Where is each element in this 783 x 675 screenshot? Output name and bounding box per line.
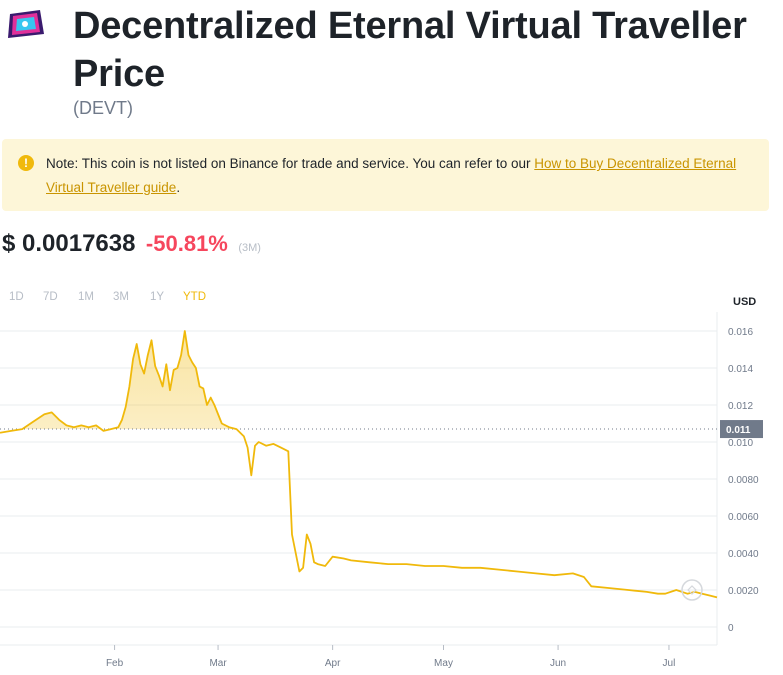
- page-title: Decentralized Eternal Virtual Traveller …: [73, 5, 747, 95]
- notice-end: .: [176, 180, 181, 195]
- price-area-fill: [22, 331, 237, 430]
- y-tick-label: 0.012: [728, 401, 753, 412]
- y-tick-label: 0.0060: [728, 512, 759, 523]
- notice-banner: ! Note: This coin is not listed on Binan…: [2, 139, 769, 211]
- range-1y[interactable]: 1Y: [150, 291, 165, 303]
- y-tick-label: 0: [728, 623, 734, 634]
- y-tick-label: 0.0080: [728, 475, 759, 486]
- how-to-buy-link[interactable]: How to Buy Decentralized Eternal Virtual…: [46, 156, 737, 195]
- coin-symbol: (DEVT): [73, 98, 133, 118]
- current-price-label: 0.011: [726, 425, 751, 436]
- x-tick-label: Mar: [209, 658, 227, 669]
- range-ytd[interactable]: YTD: [183, 291, 206, 303]
- range-3m[interactable]: 3M: [113, 291, 129, 303]
- range-7d[interactable]: 7D: [43, 291, 58, 303]
- y-tick-label: 0.0020: [728, 586, 759, 597]
- y-tick-label: 0.010: [728, 438, 753, 449]
- x-tick-label: Jul: [663, 658, 676, 669]
- x-tick-label: May: [434, 658, 453, 669]
- binance-watermark-icon: [681, 579, 703, 601]
- notice-text: Note: This coin is not listed on Binance…: [46, 156, 535, 171]
- y-tick-label: 0.0040: [728, 549, 759, 560]
- x-tick-label: Jun: [550, 658, 566, 669]
- price-row: $ 0.0017638 -50.81% (3M): [2, 230, 261, 262]
- price-line: [0, 330, 718, 599]
- y-tick-label: 0.016: [728, 327, 753, 338]
- current-price-badge: [720, 420, 763, 439]
- watermark-diamond: [687, 585, 697, 595]
- devt-logo-icon: [8, 10, 44, 38]
- range-1m[interactable]: 1M: [78, 291, 94, 303]
- warning-icon: !: [18, 155, 34, 171]
- currency-label: USD: [733, 296, 757, 308]
- range-1d[interactable]: 1D: [9, 291, 24, 303]
- y-tick-label: 0.014: [728, 364, 753, 375]
- current-price: $ 0.0017638: [2, 230, 136, 257]
- change-period: (3M): [238, 242, 261, 254]
- x-tick-label: Apr: [325, 658, 341, 669]
- x-tick-label: Feb: [106, 658, 124, 669]
- price-change: -50.81%: [145, 231, 228, 256]
